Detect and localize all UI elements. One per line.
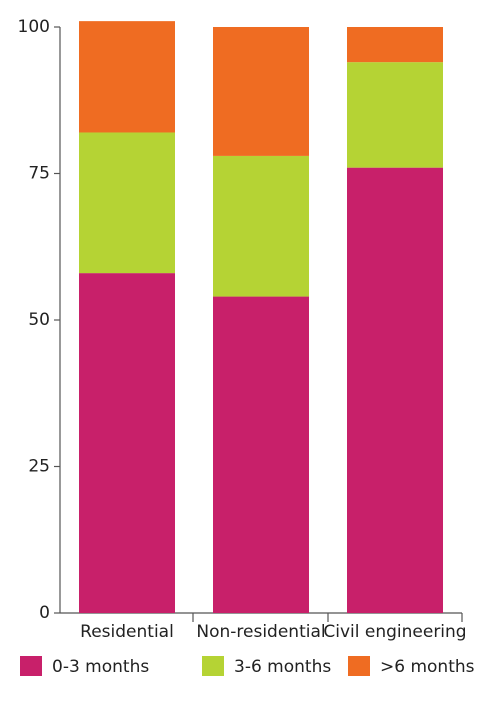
bar-segment xyxy=(213,296,309,613)
legend-label: 3-6 months xyxy=(234,657,331,677)
x-tick-label: Non-residential xyxy=(196,622,325,642)
bar-segment xyxy=(213,27,309,156)
y-tick-label: 100 xyxy=(18,17,50,37)
y-tick-label: 75 xyxy=(28,164,50,184)
y-tick-label: 25 xyxy=(28,457,50,477)
x-tick-label: Residential xyxy=(80,622,174,642)
bar-segment xyxy=(347,27,443,63)
y-tick-label: 0 xyxy=(39,603,50,623)
legend-label: >6 months xyxy=(380,657,475,677)
x-tick-label: Civil engineering xyxy=(323,622,466,642)
bar-segment xyxy=(213,155,309,297)
y-tick-label: 50 xyxy=(28,310,50,330)
legend-swatch xyxy=(20,656,42,676)
bar-segment xyxy=(79,132,175,274)
bar-segment xyxy=(79,273,175,613)
legend-label: 0-3 months xyxy=(52,657,149,677)
bar-segment xyxy=(79,21,175,133)
legend-swatch xyxy=(202,656,224,676)
legend-swatch xyxy=(348,656,370,676)
bar-segment xyxy=(347,167,443,613)
bar-segment xyxy=(347,62,443,168)
